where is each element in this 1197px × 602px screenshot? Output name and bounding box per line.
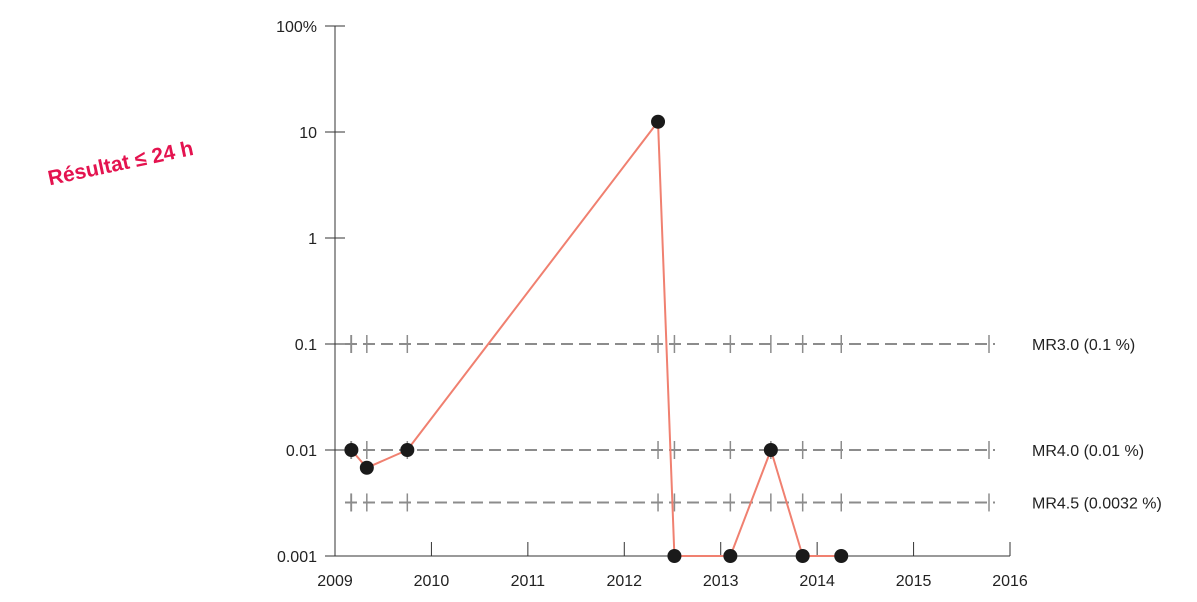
- data-point: [834, 549, 849, 563]
- x-tick-label: 2009: [317, 573, 353, 590]
- data-point: [667, 549, 682, 563]
- data-point: [651, 114, 666, 129]
- data-point: [763, 443, 778, 457]
- series: [344, 114, 849, 563]
- reference-line-label: MR4.0 (0.01 %): [1032, 443, 1144, 460]
- y-tick-label: 0.01: [286, 443, 317, 460]
- data-point: [344, 443, 359, 457]
- reference-lines: MR3.0 (0.1 %) MR4.0 (0.01 %) MR4.5 (0.0032…: [345, 335, 1162, 512]
- y-axis-ticks: 100% 10 1 0.1 0.01 0.001: [276, 19, 345, 566]
- y-tick-label: 1: [308, 231, 317, 248]
- x-tick-label: 2013: [703, 573, 739, 590]
- axes: [334, 26, 1010, 557]
- y-tick-label: 100%: [276, 19, 317, 36]
- data-point: [723, 549, 738, 563]
- x-tick-label: 2012: [606, 573, 642, 590]
- reference-line-label: MR3.0 (0.1 %): [1032, 337, 1135, 354]
- x-tick-label: 2015: [896, 573, 932, 590]
- y-tick-label: 0.001: [277, 549, 317, 566]
- reference-line-label: MR4.5 (0.0032 %): [1032, 495, 1162, 512]
- x-tick-label: 2014: [799, 573, 835, 590]
- data-point: [400, 443, 415, 457]
- series-line: [350, 120, 842, 557]
- data-point: [795, 549, 810, 563]
- x-axis-ticks: 2009 2010 2011 2012 2013 2014 2015 2016: [317, 542, 1028, 590]
- x-tick-label: 2011: [511, 573, 546, 590]
- y-tick-label: 0.1: [295, 337, 317, 354]
- annotation-result: Résultat ≤ 24 h: [46, 137, 196, 190]
- x-tick-label: 2016: [992, 573, 1028, 590]
- data-point: [359, 460, 374, 475]
- x-tick-label: 2010: [414, 573, 450, 590]
- y-tick-label: 10: [299, 125, 317, 142]
